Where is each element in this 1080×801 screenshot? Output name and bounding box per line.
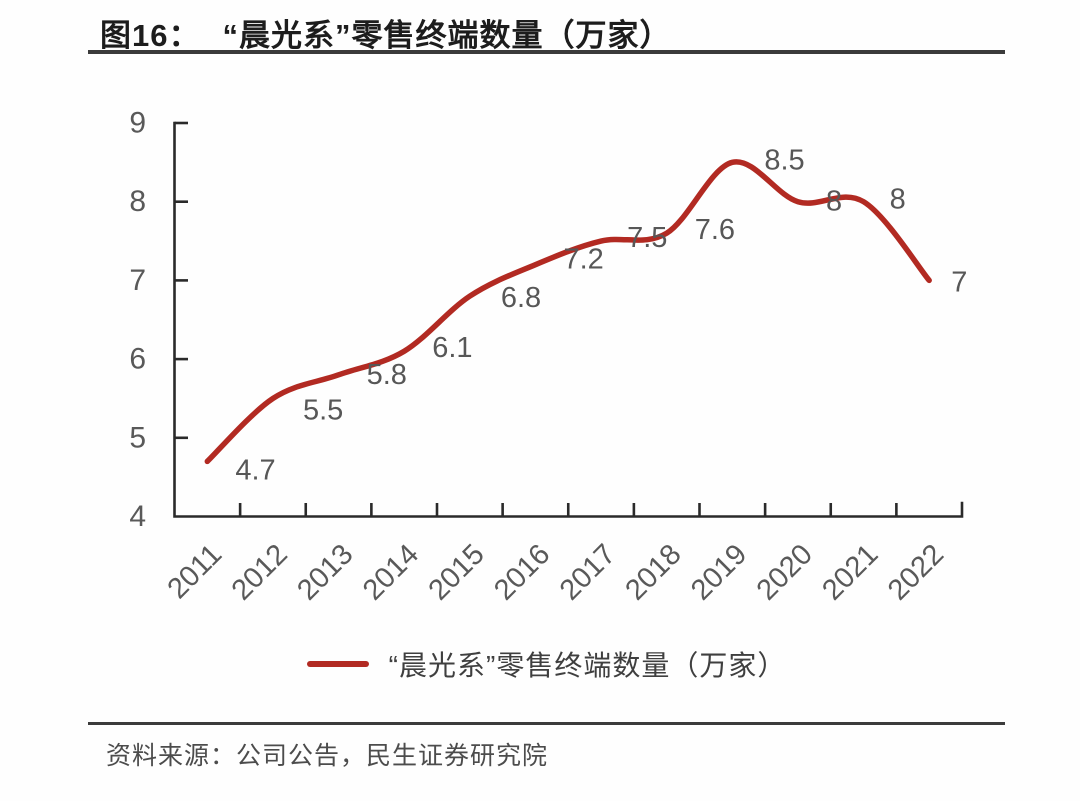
legend-label: “晨光系”零售终端数量（万家） [388, 650, 787, 681]
data-label: 8 [890, 184, 906, 216]
chart-title-prefix: 图16： [100, 18, 201, 53]
data-label: 8 [826, 186, 842, 218]
chart-title: 图16： “晨光系”零售终端数量（万家） [100, 10, 671, 55]
footer-rule [88, 722, 1005, 725]
source-note: 资料来源：公司公告，民生证券研究院 [106, 742, 549, 770]
x-tick-label: 2013 [291, 538, 359, 606]
y-tick-label: 6 [129, 343, 146, 376]
x-tick-label: 2019 [685, 538, 753, 606]
legend: “晨光系”零售终端数量（万家） [88, 644, 1005, 684]
y-tick-label: 8 [129, 185, 146, 218]
axis-frame [173, 121, 964, 518]
series-line [204, 159, 932, 465]
x-tick-label: 2017 [554, 538, 622, 606]
data-label: 7.2 [563, 244, 603, 276]
data-label: 6.8 [501, 282, 541, 314]
data-label: 7 [951, 266, 967, 298]
y-tick-label: 9 [129, 107, 146, 140]
data-label: 5.8 [367, 359, 407, 391]
x-tick-label: 2014 [357, 538, 425, 606]
data-label: 7.6 [695, 214, 735, 246]
legend-line-swatch [306, 661, 369, 667]
x-tick-label: 2022 [882, 538, 950, 606]
x-tick-label: 2012 [226, 538, 294, 606]
data-label: 6.1 [432, 332, 472, 364]
x-tick-label: 2020 [751, 538, 819, 606]
y-tick-label: 7 [129, 264, 146, 297]
data-label: 8.5 [764, 144, 804, 176]
x-tick-label: 2015 [423, 538, 491, 606]
x-tick-label: 2021 [816, 538, 884, 606]
x-tick-label: 2018 [619, 538, 687, 606]
title-rule [88, 50, 1005, 54]
y-tick-label: 5 [129, 421, 146, 454]
data-label: 7.5 [627, 222, 667, 254]
data-label: 4.7 [235, 454, 275, 486]
data-label: 5.5 [303, 394, 343, 426]
x-tick-label: 2011 [162, 538, 229, 605]
chart-title-text: “晨光系”零售终端数量（万家） [222, 18, 672, 53]
y-tick-label: 4 [129, 500, 146, 533]
x-tick-label: 2016 [488, 538, 556, 606]
